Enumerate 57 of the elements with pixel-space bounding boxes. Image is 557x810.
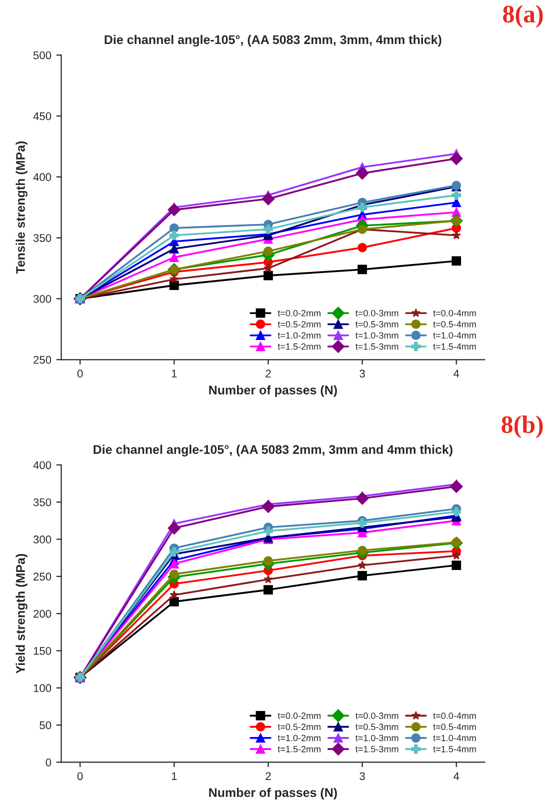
x-tick-label: 0 bbox=[77, 772, 83, 780]
x-tick-label: 2 bbox=[266, 370, 271, 378]
legend-label: t=1.0-3mm bbox=[356, 332, 398, 339]
legend-label: t=1.5-2mm bbox=[278, 343, 320, 350]
legend-label: t=0.0-4mm bbox=[433, 712, 476, 719]
legend-label: t=0.5-2mm bbox=[278, 321, 320, 328]
x-tick-label: 4 bbox=[454, 370, 460, 378]
legend-label: t=0.5-4mm bbox=[433, 724, 476, 730]
x-tick-label: 2 bbox=[266, 772, 271, 780]
chart-title: Die channel angle-105°, (AA 5083 2mm, 3mm, 4mm thick) bbox=[104, 34, 442, 47]
chart-title: Die channel angle-105°, (AA 5083 2mm, 3mm and 4mm thick) bbox=[94, 444, 452, 456]
y-tick-label: 300 bbox=[33, 536, 52, 544]
legend-label: t=1.0-4mm bbox=[433, 734, 476, 742]
legend-label: t=1.5-4mm bbox=[433, 343, 476, 350]
text: 8(b) bbox=[502, 416, 543, 438]
legend-label: t=0.5-4mm bbox=[433, 321, 476, 328]
legend-label: t=1.5-3mm bbox=[356, 343, 398, 350]
y-tick-label: 100 bbox=[34, 684, 52, 692]
legend-label: t=0.0-3mm bbox=[356, 310, 398, 316]
y-tick-label: 250 bbox=[34, 572, 52, 581]
y-tick-label: 150 bbox=[34, 647, 52, 655]
x-tick-label: 3 bbox=[360, 772, 365, 780]
legend-label: t=1.0-3mm bbox=[356, 734, 398, 742]
y-tick-label: 0 bbox=[46, 758, 52, 766]
x-axis-title: Number of passes (N) bbox=[209, 788, 337, 800]
legend-label: t=0.0-4mm bbox=[433, 310, 476, 316]
x-tick-label: 1 bbox=[172, 370, 177, 378]
legend-label: t=1.5-3mm bbox=[356, 746, 398, 752]
legend-label: t=0.0-3mm bbox=[356, 712, 398, 719]
text: 8(a) bbox=[503, 5, 543, 28]
y-tick-label: 200 bbox=[34, 610, 52, 618]
y-tick-label: 300 bbox=[33, 294, 52, 303]
x-tick-label: 4 bbox=[454, 772, 460, 780]
x-axis-title: Number of passes (N) bbox=[209, 385, 337, 397]
legend-label: t=0.5-2mm bbox=[278, 724, 320, 730]
legend-label: t=1.5-4mm bbox=[433, 746, 476, 752]
y-tick-label: 50 bbox=[40, 721, 52, 730]
legend-label: t=1.5-2mm bbox=[278, 746, 320, 752]
y-tick-label: 250 bbox=[34, 356, 52, 364]
legend-label: t=0.0-2mm bbox=[278, 712, 320, 719]
x-tick-label: 3 bbox=[360, 370, 365, 378]
legend-label: t=1.0-4mm bbox=[433, 332, 476, 339]
x-tick-label: 1 bbox=[172, 772, 177, 780]
y-tick-label: 350 bbox=[33, 234, 52, 242]
y-axis-title: Tensile strength (MPa) bbox=[16, 141, 28, 274]
legend-label: t=1.0-2mm bbox=[278, 332, 320, 339]
legend-label: t=1.0-2mm bbox=[278, 734, 320, 742]
y-axis-title: Yield strength (MPa) bbox=[16, 554, 28, 674]
x-tick-label: 0 bbox=[77, 370, 83, 378]
y-tick-label: 400 bbox=[33, 461, 52, 470]
y-tick-label: 450 bbox=[33, 112, 52, 120]
legend-label: t=0.0-2mm bbox=[278, 310, 320, 316]
legend-label: t=0.5-3mm bbox=[356, 321, 398, 328]
y-tick-label: 500 bbox=[33, 51, 52, 60]
y-tick-label: 350 bbox=[33, 498, 52, 506]
legend-label: t=0.5-3mm bbox=[356, 724, 398, 730]
y-tick-label: 400 bbox=[33, 173, 52, 182]
